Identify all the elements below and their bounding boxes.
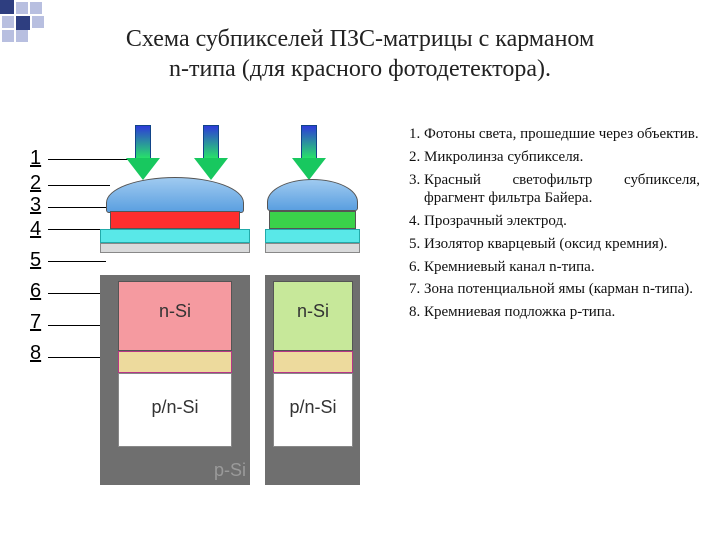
legend-item-2: Микролинза субпикселя. bbox=[424, 148, 700, 167]
legend-item-5: Изолятор кварцевый (оксид кремния). bbox=[424, 235, 700, 254]
label-1: 1 bbox=[30, 147, 60, 175]
legend-item-3: Красный светофильтр субпикселя, фрагмент… bbox=[424, 171, 700, 209]
microlens-b bbox=[267, 179, 358, 211]
leader-5 bbox=[48, 261, 106, 262]
p-well-a-label: p/n-Si bbox=[118, 397, 232, 418]
diagram-stage: p-Si n-Si p/n-Si bbox=[100, 125, 360, 485]
legend-item-1: Фотоны света, прошедшие через объектив. bbox=[424, 125, 700, 144]
channel-b bbox=[273, 351, 353, 373]
legend-item-7: Зона потенциальной ямы (карман n-типа). bbox=[424, 280, 700, 299]
label-6: 6 bbox=[30, 280, 60, 308]
oxide-a bbox=[100, 243, 250, 253]
legend-item-8: Кремниевая подложка p-типа. bbox=[424, 303, 700, 322]
label-8: 8 bbox=[30, 342, 60, 370]
n-well-b-label: n-Si bbox=[273, 301, 353, 322]
photon-arrow-2 bbox=[194, 125, 228, 181]
leader-4 bbox=[48, 229, 106, 230]
substrate-label: p-Si bbox=[100, 460, 360, 481]
column-gap bbox=[250, 220, 265, 485]
microlens-a bbox=[106, 177, 244, 213]
oxide-b bbox=[265, 243, 360, 253]
slide-title: Схема субпикселей ПЗС-матрицы с карманом… bbox=[60, 24, 660, 84]
red-filter bbox=[110, 211, 240, 229]
green-filter bbox=[269, 211, 356, 229]
legend-list: Фотоны света, прошедшие через объектив. М… bbox=[400, 125, 700, 322]
title-line-1: Схема субпикселей ПЗС-матрицы с карманом bbox=[126, 26, 594, 52]
layer-number-labels: 1 2 3 4 5 6 7 8 bbox=[30, 147, 60, 370]
electrode-a bbox=[100, 229, 250, 243]
label-4: 4 bbox=[30, 218, 60, 246]
photon-arrow-1 bbox=[126, 125, 160, 181]
channel-a bbox=[118, 351, 232, 373]
electrode-b bbox=[265, 229, 360, 243]
p-well-b-label: p/n-Si bbox=[273, 397, 353, 418]
n-well-a-label: n-Si bbox=[118, 301, 232, 322]
legend: Фотоны света, прошедшие через объектив. М… bbox=[400, 125, 700, 505]
diagram-panel: 1 2 3 4 5 6 7 8 p-Si bbox=[30, 115, 390, 515]
title-line-2: n-типа (для красного фотодетектора). bbox=[169, 56, 551, 82]
label-5: 5 bbox=[30, 249, 60, 277]
legend-item-6: Кремниевый канал n-типа. bbox=[424, 258, 700, 277]
legend-item-4: Прозрачный электрод. bbox=[424, 212, 700, 231]
content-area: 1 2 3 4 5 6 7 8 p-Si bbox=[0, 115, 720, 525]
photon-arrow-3 bbox=[292, 125, 326, 181]
